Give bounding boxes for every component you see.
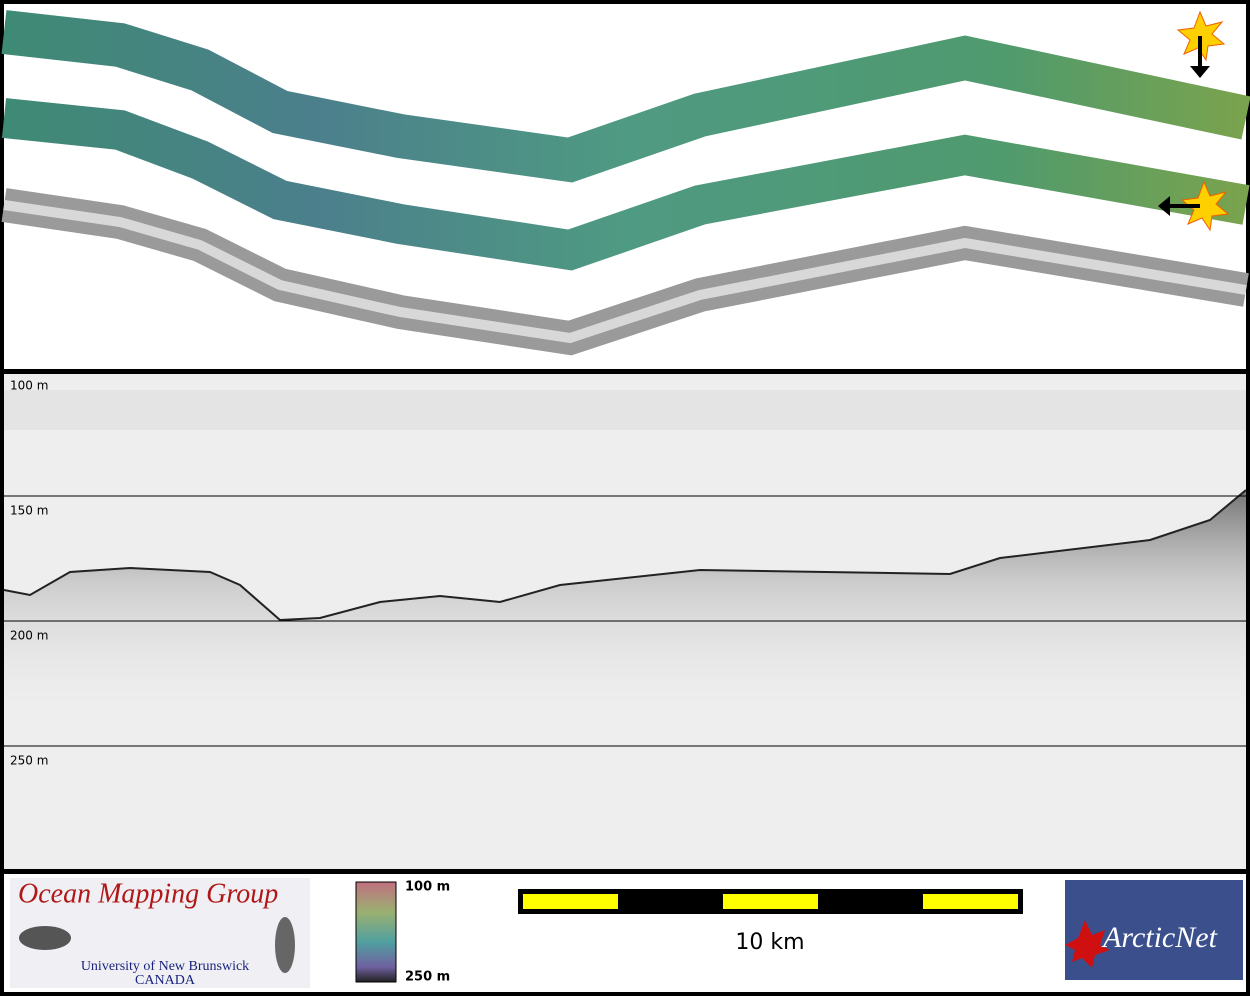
- scale-segment: [923, 894, 1018, 909]
- logo-title: Ocean Mapping Group: [18, 878, 278, 909]
- colorbar: [355, 881, 397, 983]
- depth-label: 200 m: [10, 629, 48, 643]
- depth-label: 150 m: [10, 504, 48, 518]
- seabed-line: [3, 489, 1247, 622]
- depth-label: 250 m: [10, 754, 48, 768]
- depth-label: 100 m: [10, 379, 48, 393]
- scale-segment: [723, 894, 818, 909]
- swath-1: [1, 10, 1250, 183]
- arcticnet-logo: [1065, 880, 1243, 980]
- noise-band: [4, 390, 1246, 430]
- logo-title: ArcticNet: [1101, 921, 1218, 954]
- logo-graphic: [275, 917, 295, 973]
- sun-icon: [1176, 10, 1226, 78]
- scale-label: 10 km: [735, 930, 804, 955]
- logo-graphic: [19, 926, 71, 950]
- scale-segment: [523, 894, 618, 909]
- swath-2: [1, 98, 1250, 271]
- seabed-echo: [4, 490, 1246, 720]
- colorbar-label: 250 m: [405, 970, 450, 985]
- swath-3-center: [3, 200, 1247, 344]
- sun-icon: [1158, 180, 1230, 232]
- logo-text: University of New Brunswick: [81, 959, 249, 974]
- colorbar-label: 100 m: [405, 880, 450, 895]
- logo-text: CANADA: [135, 973, 196, 988]
- maple-leaf: [1065, 920, 1110, 968]
